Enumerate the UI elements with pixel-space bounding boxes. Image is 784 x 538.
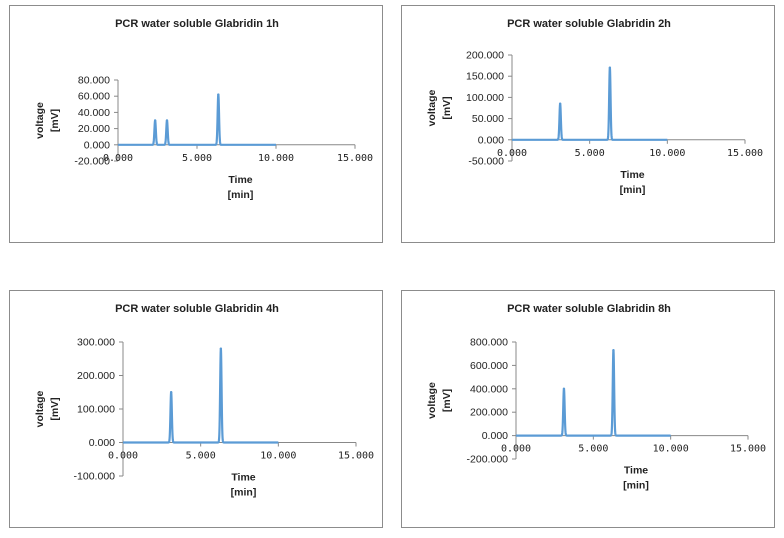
peak-point [169, 391, 173, 394]
peak-point [612, 348, 615, 352]
x-tick-label: 15.000 [338, 451, 374, 462]
peak-point [608, 66, 612, 69]
x-tick-label: 5.000 [182, 153, 212, 164]
y-tick-label: 20.000 [78, 123, 110, 135]
chart-svg: PCR water soluble Glabridin 8h-200.0000.… [426, 303, 766, 492]
x-tick-label: 10.000 [260, 451, 296, 462]
y-tick-label: 60.000 [78, 91, 110, 103]
x-axis-unit: [min] [623, 480, 649, 492]
y-tick-label: -50.000 [468, 156, 504, 168]
peak-point [153, 119, 157, 122]
y-axis-label: voltage [426, 382, 438, 419]
x-tick-label: 5.000 [575, 148, 605, 159]
x-axis-unit: [min] [228, 189, 254, 201]
x-tick-label: 5.000 [186, 451, 216, 462]
x-tick-label: 10.000 [649, 148, 685, 159]
y-tick-label: 0.000 [482, 430, 508, 442]
x-axis-label: Time [231, 472, 255, 484]
y-axis-unit: [mV] [441, 389, 453, 412]
y-axis-label: voltage [34, 390, 46, 427]
peak-point [165, 119, 169, 122]
x-tick-label: 0.000 [501, 444, 531, 455]
peak-point [217, 93, 220, 96]
y-tick-label: 600.000 [470, 360, 508, 372]
chromatogram-trace [122, 347, 280, 444]
chart-title: PCR water soluble Glabridin 2h [507, 18, 671, 30]
chromatogram-trace [117, 93, 277, 146]
y-tick-label: 80.000 [78, 75, 110, 87]
x-tick-label: 5.000 [578, 444, 608, 455]
x-tick-label: 0.000 [103, 153, 133, 164]
y-tick-label: 100.000 [466, 92, 504, 104]
y-tick-label: 400.000 [470, 383, 508, 395]
x-axis-label: Time [228, 174, 252, 186]
y-axis-label: voltage [34, 102, 46, 139]
y-axis-unit: [mV] [441, 96, 453, 119]
chart-svg: PCR water soluble Glabridin 1h-20.0000.0… [34, 18, 373, 201]
chart-panel-4h: PCR water soluble Glabridin 4h -100.000 0.… [9, 290, 383, 528]
x-tick-label: 15.000 [730, 444, 766, 455]
y-tick-label: -200.000 [467, 454, 509, 466]
y-axis-label: voltage [426, 89, 438, 126]
chart-title: PCR water soluble Glabridin 8h [507, 303, 671, 315]
x-tick-label: 15.000 [337, 153, 373, 164]
y-tick-label: 50.000 [472, 113, 504, 125]
y-tick-label: 0.000 [84, 139, 110, 151]
y-tick-label: 40.000 [78, 107, 110, 119]
x-tick-label: 0.000 [497, 148, 527, 159]
chart-panel-8h: PCR water soluble Glabridin 8h -200.000 0.… [401, 290, 775, 528]
peak-point [219, 347, 223, 350]
y-tick-label: 150.000 [466, 71, 504, 83]
y-tick-label: 0.000 [89, 437, 115, 449]
x-tick-label: 0.000 [108, 451, 138, 462]
chart-panel-1h: PCR water soluble Glabridin 1h -20.000 0.0… [9, 5, 383, 243]
x-tick-label: 10.000 [258, 153, 294, 164]
x-axis-label: Time [624, 465, 648, 477]
x-axis-unit: [min] [620, 184, 646, 196]
chart-title: PCR water soluble Glabridin 4h [115, 303, 279, 315]
chart-title: PCR water soluble Glabridin 1h [115, 18, 279, 30]
y-tick-label: 100.000 [77, 404, 115, 416]
y-tick-label: 0.000 [478, 134, 504, 146]
y-tick-label: 200.000 [77, 370, 115, 382]
y-tick-label: -100.000 [74, 471, 116, 483]
peak-point [562, 387, 566, 390]
y-tick-label: 200.000 [470, 407, 508, 419]
chart-svg: PCR water soluble Glabridin 4h -100.000 0.… [34, 303, 374, 499]
y-tick-label: -20.000 [74, 156, 110, 168]
y-tick-label: 800.000 [470, 337, 508, 349]
y-tick-label: 300.000 [77, 337, 115, 349]
x-tick-label: 15.000 [727, 148, 763, 159]
chromatogram-trace [515, 349, 672, 437]
peak-point [558, 102, 562, 105]
y-axis-unit: [mV] [49, 397, 61, 420]
chromatogram-trace [511, 66, 669, 141]
y-tick-label: 200.000 [466, 50, 504, 62]
chart-svg: PCR water soluble Glabridin 2h-50.0000.0… [426, 18, 763, 196]
x-tick-label: 10.000 [653, 444, 689, 455]
chart-panel-2h: PCR water soluble Glabridin 2h -50.000 0.0… [401, 5, 775, 243]
x-axis-unit: [min] [231, 487, 257, 499]
y-axis-unit: [mV] [49, 109, 61, 132]
x-axis-label: Time [620, 169, 644, 181]
